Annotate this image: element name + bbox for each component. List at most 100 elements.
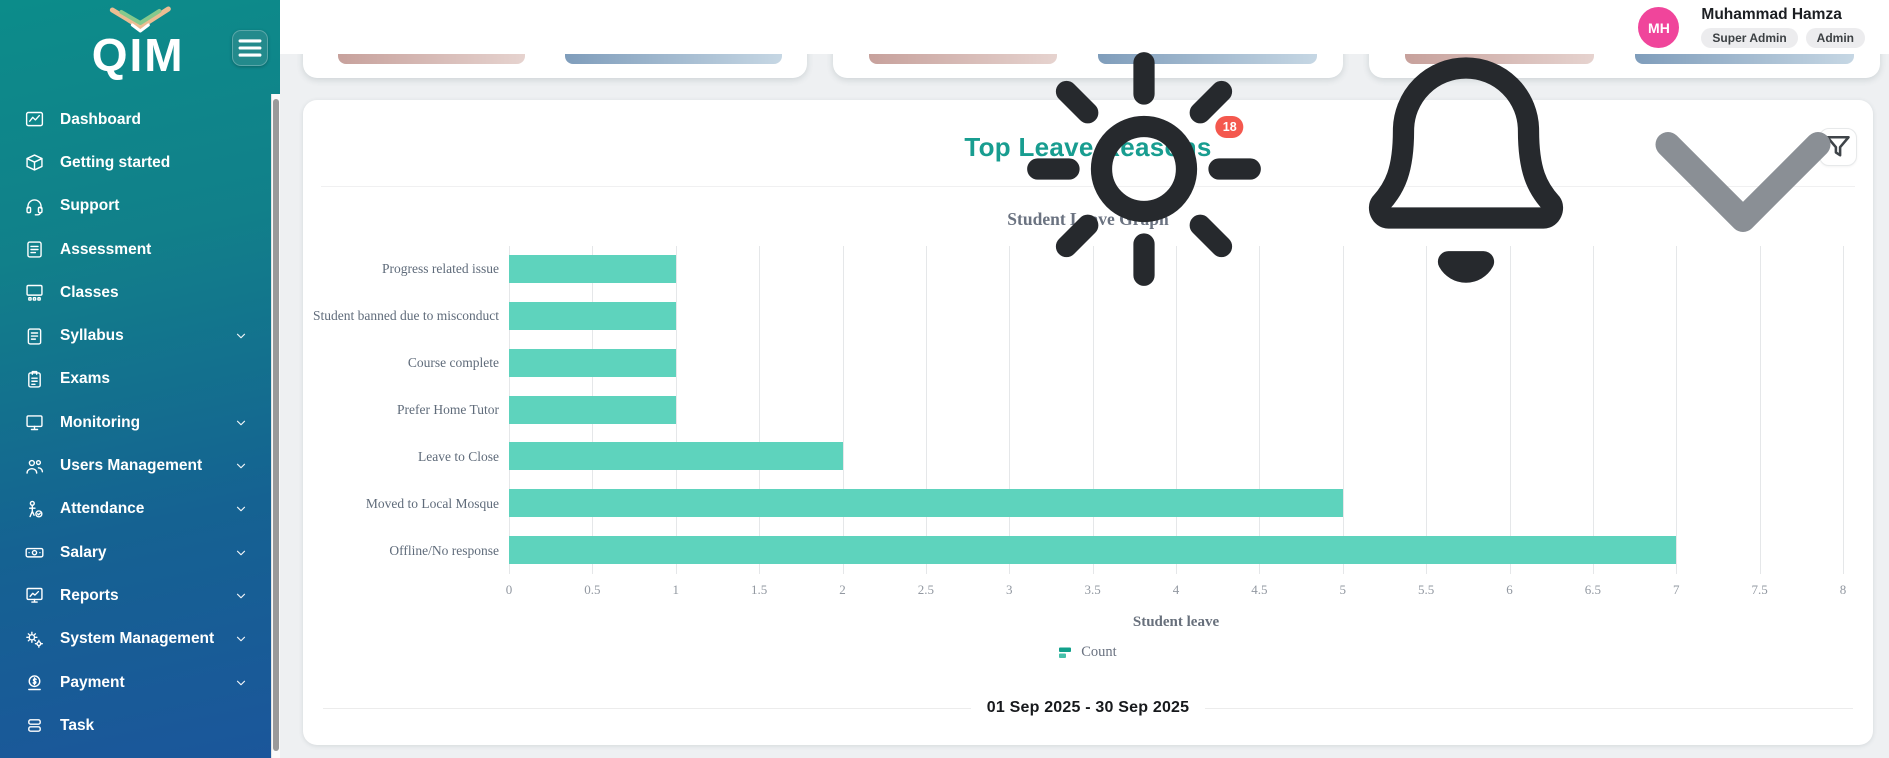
sidebar-item-label: Assessment [60, 240, 152, 258]
notifications-button[interactable] [1316, 18, 1616, 318]
gridline [1592, 246, 1594, 574]
classes-icon [24, 282, 45, 303]
date-range-text: 01 Sep 2025 - 30 Sep 2025 [986, 699, 1190, 716]
sun-icon [994, 19, 1294, 319]
sidebar-item-classes[interactable]: Classes [0, 271, 280, 314]
sidebar-toggle-button[interactable] [232, 30, 268, 66]
user-block: Muhammad Hamza Super Admin Admin [1701, 6, 1865, 48]
category-label: Student banned due to misconduct [313, 308, 499, 324]
sidebar-scrollbar-track [271, 94, 280, 758]
gridline [842, 246, 844, 574]
reports-icon [24, 585, 45, 606]
legend-label: Count [1081, 644, 1117, 660]
top-leave-reasons-card: Top Leave Reasons 18 Student Leave Graph… [303, 100, 1873, 745]
gridline [1176, 246, 1177, 574]
package-icon [24, 152, 45, 173]
chevron-down-icon [234, 589, 248, 603]
x-tick-label: 3.5 [1084, 582, 1101, 597]
chevron-down-icon [234, 416, 248, 430]
app-logo: QIM [91, 6, 185, 81]
gridline [1509, 246, 1511, 574]
sidebar-item-exams[interactable]: Exams [0, 358, 280, 401]
topbar: MH Muhammad Hamza Super Admin Admin [280, 0, 1889, 286]
x-tick-label: 1 [672, 582, 680, 597]
sidebar-item-assessment[interactable]: Assessment [0, 228, 280, 271]
task-icon [24, 715, 45, 736]
sidebar-item-payment[interactable]: Payment [0, 661, 280, 704]
sidebar-item-label: Getting started [60, 153, 171, 171]
x-tick-label: 6.5 [1584, 582, 1601, 597]
x-tick-label: 4.5 [1251, 582, 1268, 597]
count-badge: 18 [1215, 116, 1244, 138]
gridline [1843, 246, 1844, 574]
sidebar-item-label: Salary [60, 543, 107, 561]
gridline [759, 246, 761, 574]
x-tick-label: 4 [1172, 582, 1180, 597]
x-tick-label: 8 [1839, 582, 1847, 597]
headset-icon [24, 196, 45, 217]
category-label: Prefer Home Tutor [397, 401, 499, 417]
sidebar-item-label: Task [60, 716, 95, 734]
x-tick-label: 2 [839, 582, 846, 597]
sidebar-item-reports[interactable]: Reports [0, 574, 280, 617]
sidebar-item-dashboard[interactable]: Dashboard [0, 98, 280, 141]
avatar[interactable]: MH [1638, 7, 1680, 48]
sidebar-item-label: Classes [60, 283, 119, 301]
category-label: Progress related issue [382, 261, 499, 277]
sidebar: QIM Dashboard Getting started Support Asses… [0, 0, 280, 758]
funnel-icon [1820, 129, 1856, 165]
chevron-down-icon [234, 459, 248, 473]
profile-chevron-down-icon[interactable] [1593, 32, 1889, 332]
bar-row: Progress related issue [382, 246, 1843, 293]
sidebar-item-attendance[interactable]: Attendance [0, 488, 280, 531]
sidebar-scrollbar-thumb[interactable] [273, 99, 279, 751]
sidebar-item-label: System Management [60, 630, 215, 648]
bar-row: Offline/No response [389, 527, 1843, 574]
role-badge-super-admin: Super Admin [1701, 28, 1798, 48]
x-axis-label: Student leave [1132, 614, 1220, 630]
salary-icon [24, 542, 45, 563]
sidebar-item-label: Reports [60, 586, 119, 604]
sidebar-item-getting-started[interactable]: Getting started [0, 141, 280, 184]
date-range-divider: 01 Sep 2025 - 30 Sep 2025 [323, 699, 1853, 717]
gridline [1342, 246, 1344, 574]
sidebar-item-system-management[interactable]: System Management [0, 618, 280, 661]
gridline [1009, 246, 1011, 574]
user-name: Muhammad Hamza [1701, 6, 1842, 23]
attendance-icon [24, 499, 45, 520]
legend-item-count[interactable]: Count [303, 644, 1873, 661]
x-tick-label: 0.5 [584, 582, 601, 597]
x-tick-label: 7 [1673, 582, 1680, 597]
sidebar-item-task[interactable]: Task [0, 704, 280, 747]
sidebar-item-syllabus[interactable]: Syllabus [0, 314, 280, 357]
topbar-controls: MH Muhammad Hamza Super Admin Admin [994, 4, 1865, 319]
bell-icon [1316, 18, 1616, 318]
bar-row: Leave to Close [418, 433, 1843, 480]
theme-toggle-button[interactable] [994, 19, 1294, 319]
sidebar-item-support[interactable]: Support [0, 185, 280, 228]
hamburger-icon [233, 31, 267, 65]
sidebar-item-label: Dashboard [60, 110, 141, 128]
payment-icon [24, 672, 45, 693]
sidebar-item-label: Users Management [60, 457, 203, 475]
users-icon [24, 456, 45, 477]
bar-prefer-home-tutor [509, 395, 676, 424]
sidebar-item-salary[interactable]: Salary [0, 531, 280, 574]
chevron-down-icon [234, 329, 248, 343]
sidebar-menu: Dashboard Getting started Support Assessmen… [0, 98, 280, 747]
sidebar-item-monitoring[interactable]: Monitoring [0, 401, 280, 444]
bar-course-complete [509, 348, 676, 377]
sidebar-item-label: Exams [60, 370, 110, 388]
line-chart-icon [24, 109, 45, 130]
divider-line-left [323, 707, 971, 709]
role-badge-admin: Admin [1805, 28, 1865, 48]
category-label: Leave to Close [418, 448, 499, 464]
logo-text: QIM [91, 29, 185, 81]
book-logo-icon [110, 6, 172, 33]
sidebar-item-users-management[interactable]: Users Management [0, 444, 280, 487]
category-label: Offline/No response [389, 542, 499, 558]
gridline [1676, 246, 1678, 574]
sidebar-item-label: Attendance [60, 500, 145, 518]
gridline [1259, 246, 1261, 574]
x-tick-label: 7.5 [1751, 582, 1768, 597]
